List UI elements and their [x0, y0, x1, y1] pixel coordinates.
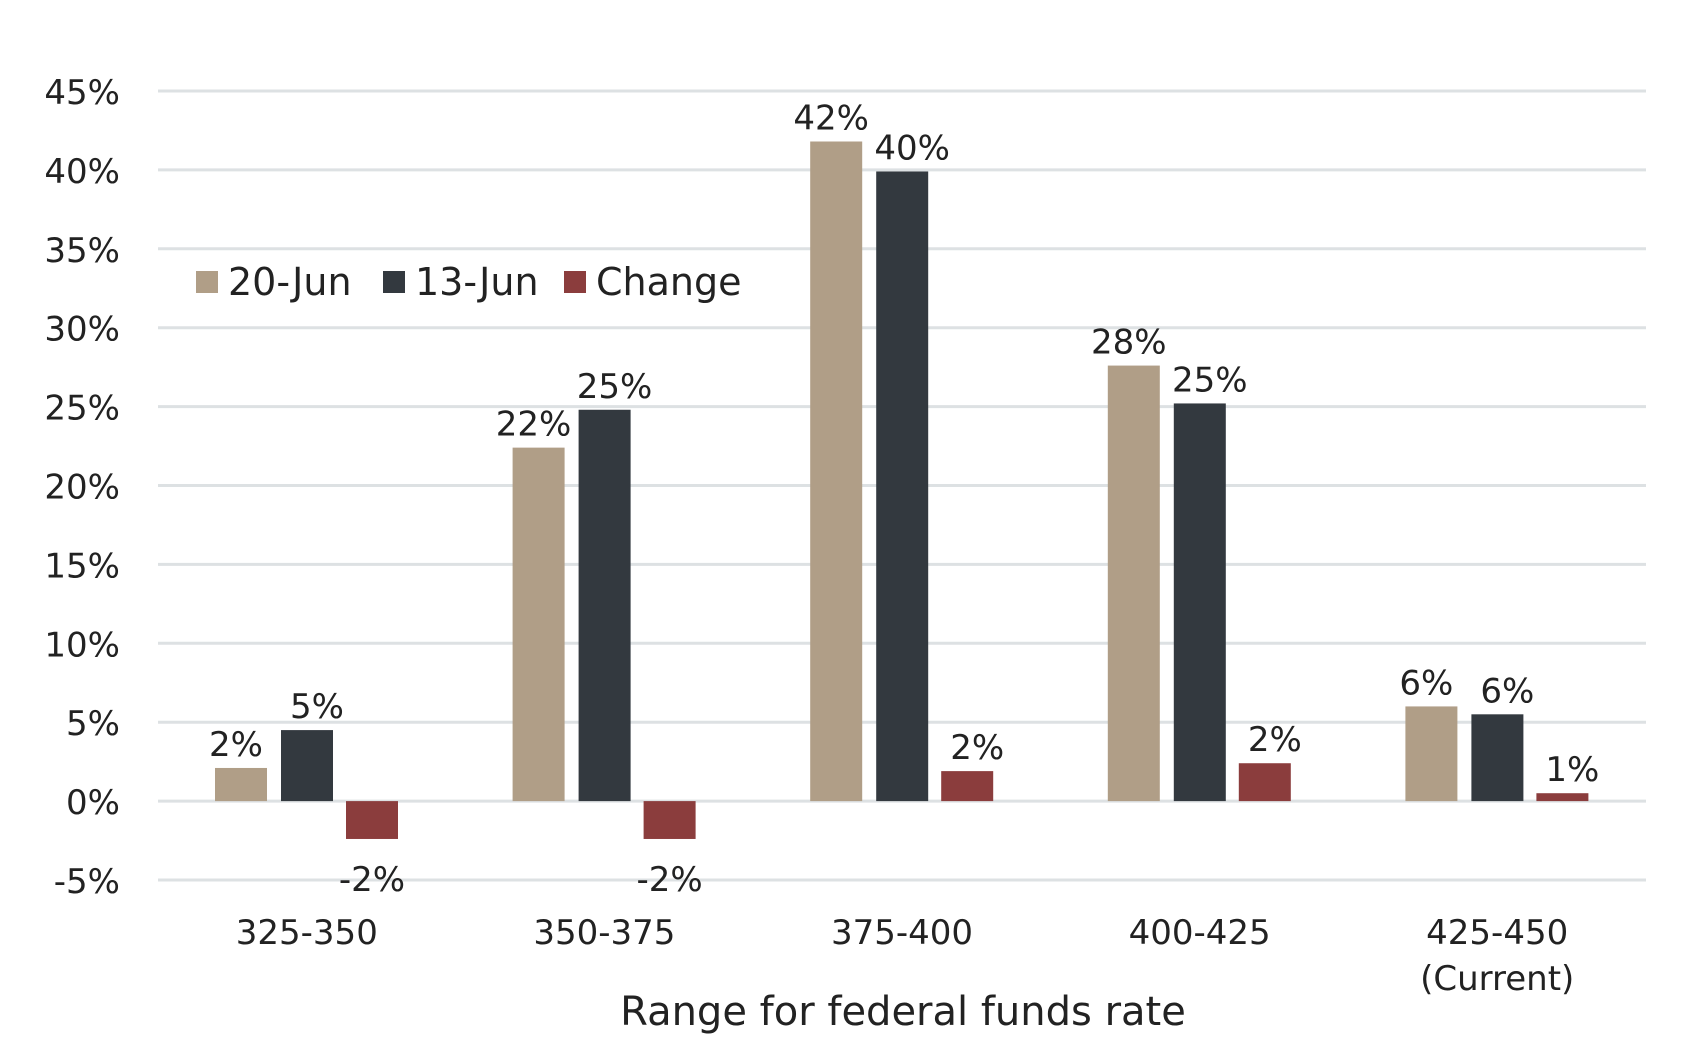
bar-change — [941, 771, 994, 802]
bar-13-jun — [1471, 714, 1524, 802]
data-label: 22% — [496, 405, 572, 445]
legend: 20-Jun 13-Jun Change — [196, 260, 742, 304]
data-label: 40% — [874, 128, 950, 168]
x-axis-title: Range for federal funds rate — [620, 989, 1186, 1035]
data-label: 2% — [950, 728, 1004, 768]
data-label: 1% — [1545, 750, 1599, 790]
data-label: 42% — [793, 98, 869, 138]
y-tick-label: 0% — [66, 783, 120, 823]
data-label: -2% — [636, 860, 702, 900]
bar-20-jun — [810, 141, 863, 802]
y-tick-label: 15% — [44, 546, 120, 586]
y-tick-label: 40% — [44, 152, 120, 192]
data-label: -2% — [339, 860, 405, 900]
legend-label: 20-Jun — [228, 260, 352, 304]
bars: 2%5%-2%22%25%-2%42%40%2%28%25%2%6% 6%1% — [209, 98, 1599, 899]
bar-change — [346, 801, 398, 839]
y-axis: -5% 0% 5% 10% 15% 20% 25% 30% 35% 40% 45% — [44, 73, 120, 902]
legend-label: Change — [596, 260, 742, 304]
x-tick-label: 325-350 — [236, 913, 378, 953]
bar-change — [643, 801, 696, 839]
legend-swatch — [383, 271, 405, 293]
bar-change — [1536, 793, 1589, 802]
x-tick-label: 375-400 — [831, 913, 973, 953]
y-tick-label: 45% — [44, 73, 120, 113]
legend-label: 13-Jun — [415, 260, 539, 304]
bar-20-jun — [215, 767, 267, 802]
y-tick-label: -5% — [54, 862, 120, 902]
bar-20-jun — [512, 447, 565, 802]
bar-change — [1238, 763, 1291, 802]
bar-20-jun — [1405, 706, 1458, 802]
x-tick-label: 425-450 — [1426, 913, 1568, 953]
data-label: 6% — [1480, 671, 1534, 711]
y-tick-label: 20% — [44, 468, 120, 508]
data-label: 28% — [1091, 323, 1167, 363]
legend-swatch — [196, 271, 218, 293]
x-tick-label: (Current) — [1420, 959, 1574, 999]
bar-13-jun — [876, 171, 929, 802]
data-label: 25% — [1172, 360, 1248, 400]
x-axis: 325-350 350-375 375-400 400-425 425-450 (Curr… — [236, 913, 1575, 999]
data-label: 25% — [577, 367, 653, 407]
y-tick-label: 25% — [44, 389, 120, 429]
y-tick-label: 35% — [44, 231, 120, 271]
y-tick-label: 5% — [66, 704, 120, 744]
y-tick-label: 10% — [44, 625, 120, 665]
data-label: 6% — [1399, 663, 1453, 703]
data-label: 2% — [209, 725, 263, 765]
bar-13-jun — [281, 730, 333, 802]
data-label: 2% — [1248, 720, 1302, 760]
bar-13-jun — [578, 409, 631, 802]
bar-13-jun — [1173, 403, 1226, 802]
legend-swatch — [564, 271, 586, 293]
y-tick-label: 30% — [44, 310, 120, 350]
x-tick-label: 350-375 — [533, 913, 675, 953]
data-label: 5% — [290, 687, 344, 727]
bar-20-jun — [1107, 365, 1160, 802]
x-tick-label: 400-425 — [1129, 913, 1271, 953]
